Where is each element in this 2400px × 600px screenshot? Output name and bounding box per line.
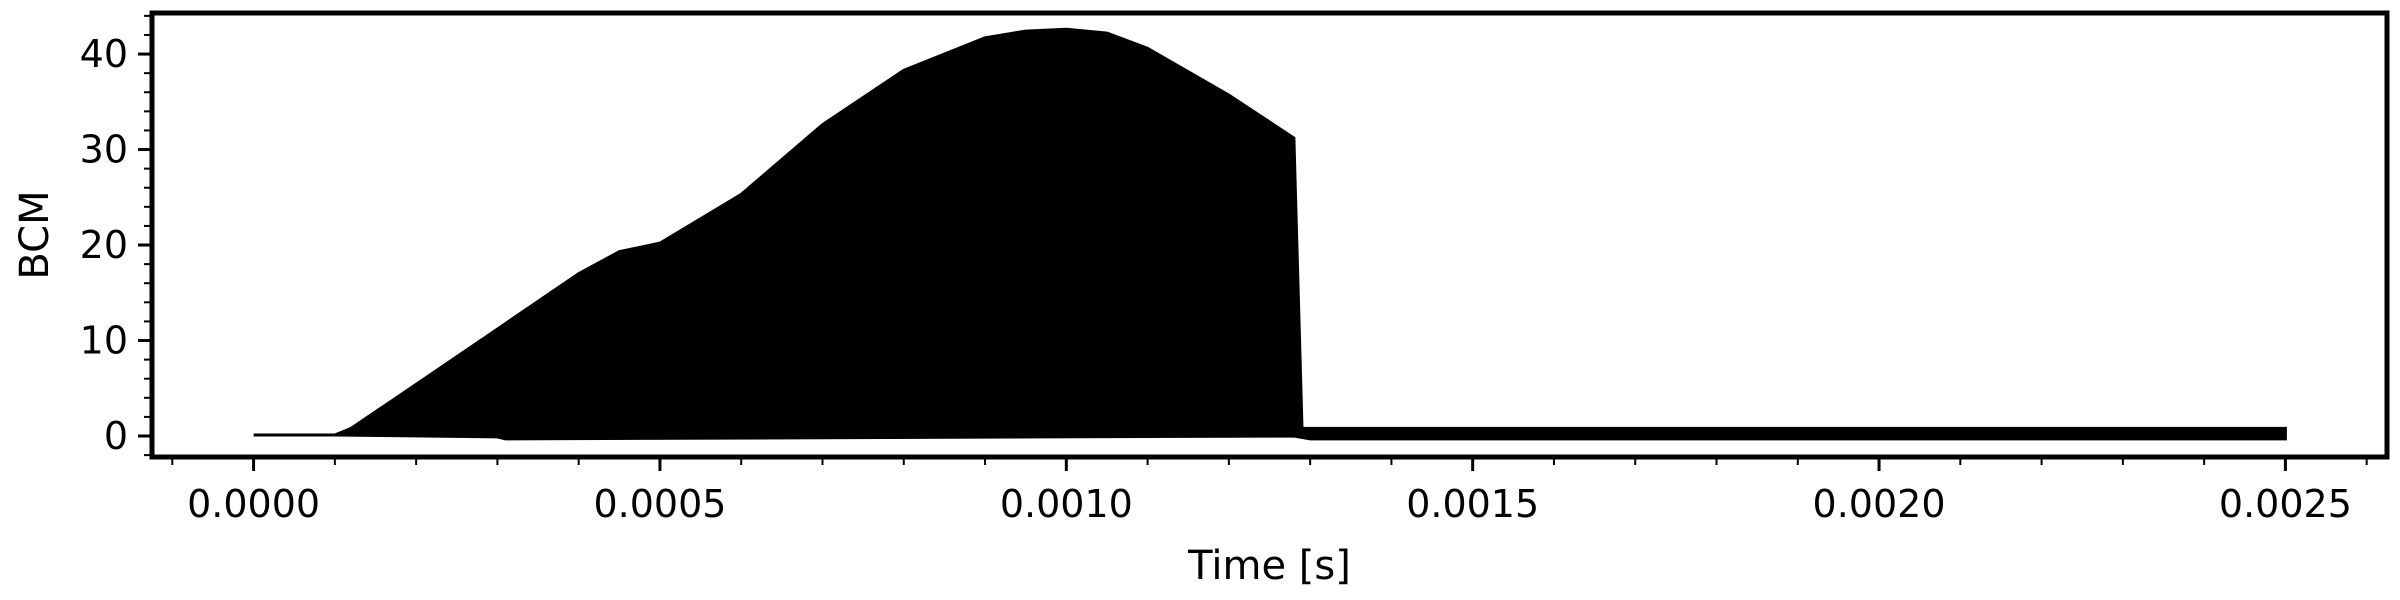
y-tick-label: 30	[80, 128, 128, 172]
signal-area	[253, 27, 2287, 441]
x-tick-label: 0.0015	[1406, 482, 1539, 526]
x-tick-label: 0.0020	[1813, 482, 1946, 526]
plot-frame	[149, 10, 2390, 460]
y-tick-label: 0	[104, 414, 128, 458]
y-tick-label: 10	[80, 319, 128, 363]
y-tick-label: 40	[80, 32, 128, 76]
tick-labels: 0.0000 0.0005 0.0010 0.0015 0.0020 0.0025 0 10 2…	[80, 32, 2352, 526]
x-axis-label: Time [s]	[1187, 543, 1351, 589]
x-tick-label: 0.0025	[2219, 482, 2352, 526]
y-tick-label: 20	[80, 223, 128, 267]
x-tick-label: 0.0005	[593, 482, 726, 526]
x-tick-label: 0.0010	[1000, 482, 1133, 526]
x-tick-label: 0.0000	[187, 482, 320, 526]
y-axis-label: BCM	[12, 190, 58, 279]
